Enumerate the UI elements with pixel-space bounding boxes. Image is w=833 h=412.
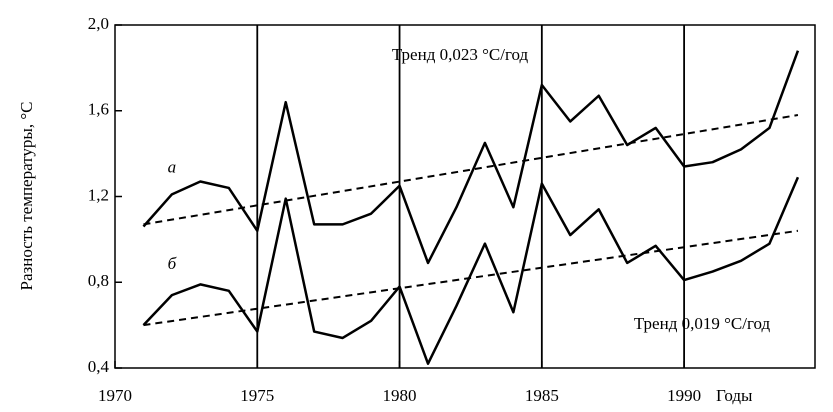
y-tick-label: 1,6	[88, 100, 109, 119]
x-tick-label: 1975	[240, 386, 274, 405]
series-label: б	[168, 254, 177, 273]
y-tick-label: 1,2	[88, 185, 109, 204]
y-tick-label: 0,4	[88, 357, 110, 376]
x-tick-label: 1970	[98, 386, 132, 405]
x-axis-label: Годы	[716, 386, 753, 405]
trend-line	[143, 229, 799, 327]
series-line	[142, 176, 800, 365]
y-axis-label: Разность температуры, °С	[17, 102, 36, 291]
series-label: а	[168, 158, 177, 177]
annotation: Тренд 0,023 °С/год	[392, 45, 529, 64]
x-tick-label: 1990	[667, 386, 701, 405]
annotation: Тренд 0,019 °С/год	[634, 314, 771, 333]
x-tick-label: 1985	[525, 386, 559, 405]
trend-line	[143, 114, 799, 226]
y-tick-label: 0,8	[88, 271, 109, 290]
x-tick-label: 1980	[383, 386, 417, 405]
series-line	[142, 50, 800, 265]
y-tick-label: 2,0	[88, 14, 109, 33]
